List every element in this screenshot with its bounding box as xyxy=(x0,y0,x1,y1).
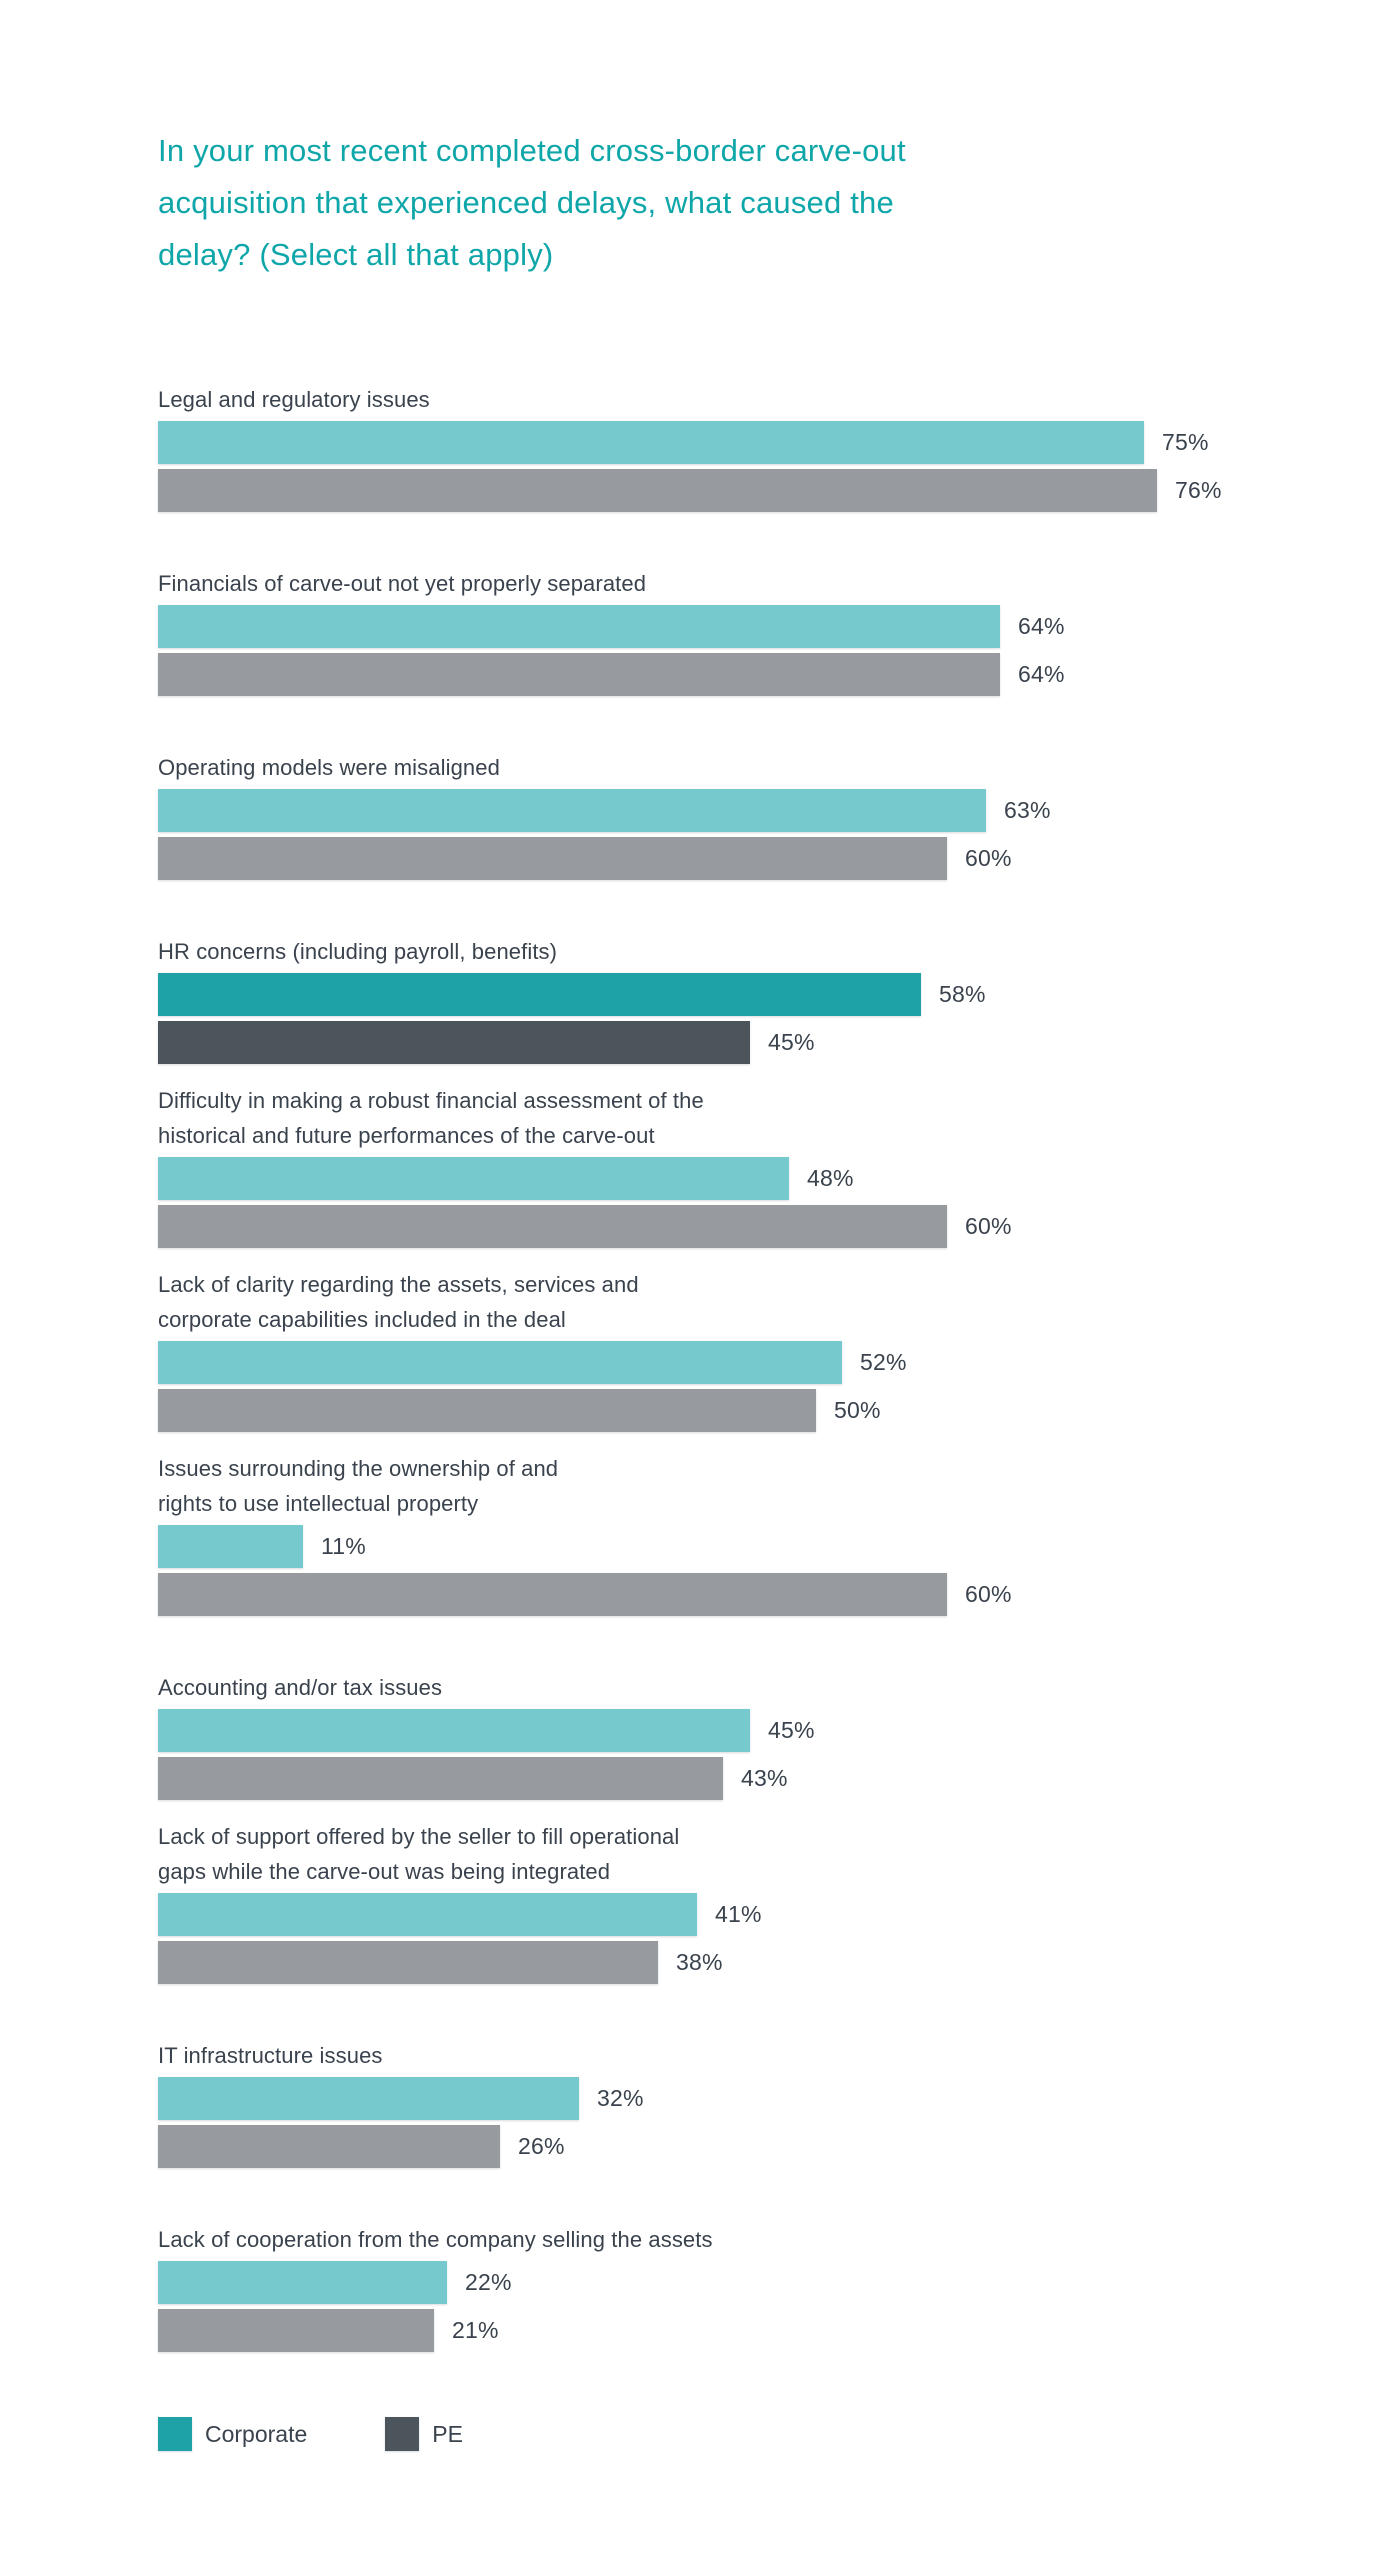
value-label: 22% xyxy=(465,2269,512,2295)
corporate-bar xyxy=(158,1893,697,1936)
pe-bar xyxy=(158,1021,750,1064)
value-label: 21% xyxy=(452,2317,499,2343)
pe-bar xyxy=(158,1941,658,1984)
bar-group: IT infrastructure issues 32% 26% xyxy=(158,2038,1333,2168)
bar-row-corporate: 75% xyxy=(158,421,1333,464)
bar-chart: Legal and regulatory issues 75% 76% Financi… xyxy=(158,382,1333,2352)
value-label: 58% xyxy=(939,981,986,1007)
bar-group: Lack of clarity regarding the assets, se… xyxy=(158,1267,1333,1432)
pe-bar xyxy=(158,837,947,880)
bar-group: Lack of support offered by the seller to… xyxy=(158,1819,1333,1984)
legend-swatch-corporate-icon xyxy=(158,2417,192,2451)
bar-group: Operating models were misaligned 63% 60% xyxy=(158,750,1333,880)
survey-chart-page: In your most recent completed cross-bord… xyxy=(158,133,1333,2451)
bar-row-corporate: 58% xyxy=(158,973,1333,1016)
bar-row-pe: 60% xyxy=(158,837,1333,880)
bar-group: Legal and regulatory issues 75% 76% xyxy=(158,382,1333,512)
value-label: 63% xyxy=(1004,797,1051,823)
value-label: 64% xyxy=(1018,661,1065,687)
bar-row-corporate: 52% xyxy=(158,1341,1333,1384)
pe-bar xyxy=(158,2309,434,2352)
category-label: Lack of cooperation from the company sel… xyxy=(158,2227,713,2252)
bar-row-corporate: 22% xyxy=(158,2261,1333,2304)
category-label: Accounting and/or tax issues xyxy=(158,1675,443,1700)
value-label: 52% xyxy=(860,1349,907,1375)
value-label: 48% xyxy=(807,1165,854,1191)
bar-row-pe: 45% xyxy=(158,1021,1333,1064)
value-label: 45% xyxy=(768,1029,815,1055)
pe-bar xyxy=(158,2125,500,2168)
pe-bar xyxy=(158,653,1000,696)
bar-row-corporate: 48% xyxy=(158,1157,1333,1200)
corporate-bar xyxy=(158,1709,750,1752)
corporate-bar xyxy=(158,421,1144,464)
bar-row-pe: 60% xyxy=(158,1205,1333,1248)
corporate-bar xyxy=(158,1525,303,1568)
legend-swatch-pe-icon xyxy=(385,2417,420,2451)
bar-group: Difficulty in making a robust financial … xyxy=(158,1083,1333,1248)
pe-bar xyxy=(158,1573,947,1616)
value-label: 50% xyxy=(834,1397,881,1423)
legend-item-pe: PE xyxy=(385,2417,463,2451)
value-label: 43% xyxy=(741,1765,788,1791)
bar-row-pe: 60% xyxy=(158,1573,1333,1616)
pe-bar xyxy=(158,1205,947,1248)
category-label: Difficulty in making a robust financial … xyxy=(158,1088,704,1148)
value-label: 60% xyxy=(965,845,1012,871)
pe-bar xyxy=(158,469,1157,512)
pe-bar xyxy=(158,1389,816,1432)
bar-group: Issues surrounding the ownership of and … xyxy=(158,1451,1333,1616)
legend-label-pe: PE xyxy=(432,2420,463,2447)
category-label: Operating models were misaligned xyxy=(158,755,500,780)
corporate-bar xyxy=(158,1157,789,1200)
bar-row-corporate: 32% xyxy=(158,2077,1333,2120)
pe-bar xyxy=(158,1757,723,1800)
corporate-bar xyxy=(158,2077,579,2120)
category-label: IT infrastructure issues xyxy=(158,2043,383,2068)
corporate-bar xyxy=(158,1341,842,1384)
value-label: 26% xyxy=(518,2133,565,2159)
bar-row-corporate: 41% xyxy=(158,1893,1333,1936)
bar-row-pe: 50% xyxy=(158,1389,1333,1432)
bar-row-pe: 64% xyxy=(158,653,1333,696)
bar-row-pe: 21% xyxy=(158,2309,1333,2352)
category-label: Lack of support offered by the seller to… xyxy=(158,1824,680,1884)
legend-label-corporate: Corporate xyxy=(205,2420,308,2447)
value-label: 38% xyxy=(676,1949,723,1975)
category-label: Legal and regulatory issues xyxy=(158,387,430,412)
corporate-bar xyxy=(158,789,986,832)
value-label: 64% xyxy=(1018,613,1065,639)
value-label: 60% xyxy=(965,1213,1012,1239)
value-label: 41% xyxy=(715,1901,762,1927)
value-label: 76% xyxy=(1175,477,1222,503)
bar-row-pe: 38% xyxy=(158,1941,1333,1984)
chart-title: In your most recent completed cross-bord… xyxy=(158,133,906,272)
value-label: 11% xyxy=(321,1533,366,1559)
value-label: 75% xyxy=(1162,429,1209,455)
bar-group: HR concerns (including payroll, benefits… xyxy=(158,934,1333,1064)
bar-row-corporate: 45% xyxy=(158,1709,1333,1752)
bar-row-corporate: 64% xyxy=(158,605,1333,648)
value-label: 60% xyxy=(965,1581,1012,1607)
bar-row-pe: 76% xyxy=(158,469,1333,512)
bar-row-corporate: 63% xyxy=(158,789,1333,832)
corporate-bar xyxy=(158,2261,447,2304)
category-label: HR concerns (including payroll, benefits… xyxy=(158,939,558,964)
corporate-bar xyxy=(158,973,921,1016)
value-label: 45% xyxy=(768,1717,815,1743)
bar-row-pe: 26% xyxy=(158,2125,1333,2168)
bar-row-pe: 43% xyxy=(158,1757,1333,1800)
bar-group: Financials of carve-out not yet properly… xyxy=(158,566,1333,696)
corporate-bar xyxy=(158,605,1000,648)
category-label: Lack of clarity regarding the assets, se… xyxy=(158,1272,639,1332)
bar-group: Lack of cooperation from the company sel… xyxy=(158,2222,1333,2352)
legend-item-corporate: Corporate xyxy=(158,2417,307,2451)
category-label: Financials of carve-out not yet properly… xyxy=(158,571,647,596)
chart-legend: Corporate PE xyxy=(158,2417,1333,2451)
bar-group: Accounting and/or tax issues 45% 43% xyxy=(158,1670,1333,1800)
value-label: 32% xyxy=(597,2085,644,2111)
bar-row-corporate: 11% xyxy=(158,1525,1333,1568)
category-label: Issues surrounding the ownership of and … xyxy=(158,1456,559,1516)
